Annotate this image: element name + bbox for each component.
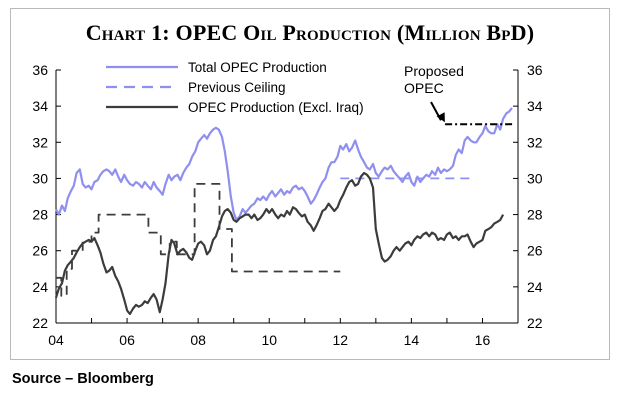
y-tick-label-right: 36	[527, 62, 543, 78]
chart-title: Chart 1: OPEC Oil Production (Million Bp…	[85, 20, 535, 45]
x-tick-label: 14	[404, 332, 420, 348]
annotation-label: Proposed	[404, 63, 464, 79]
legend-label-2: OPEC Production (Excl. Iraq)	[188, 100, 364, 115]
y-tick-label-left: 34	[32, 98, 48, 114]
x-tick-label: 06	[119, 332, 135, 348]
y-tick-label-right: 32	[527, 134, 543, 150]
y-tick-label-left: 24	[32, 279, 48, 295]
y-tick-label-left: 36	[32, 62, 48, 78]
legend-label-0: Total OPEC Production	[188, 60, 327, 75]
y-tick-label-left: 30	[32, 170, 48, 186]
y-tick-label-left: 26	[32, 243, 48, 259]
legend-label-1: Previous Ceiling	[188, 80, 286, 95]
source-note: Source – Bloomberg	[12, 371, 154, 387]
y-tick-label-right: 34	[527, 98, 543, 114]
x-tick-label: 16	[475, 332, 491, 348]
series-line-3	[54, 171, 505, 316]
y-tick-label-right: 30	[527, 170, 543, 186]
y-tick-label-right: 24	[527, 279, 543, 295]
x-tick-label: 12	[333, 332, 349, 348]
x-tick-label: 04	[48, 332, 64, 348]
series-line-0	[55, 107, 513, 222]
line-chart: 22 22 24 24 26 26 28 28 30 30 32 32 34 34 36 36 04 06 08 10…	[32, 60, 543, 348]
y-tick-label-left: 22	[32, 315, 48, 331]
y-tick-label-left: 28	[32, 207, 48, 223]
annotation-arrow-head	[436, 112, 445, 123]
y-tick-label-right: 22	[527, 315, 543, 331]
chart-frame: Chart 1: OPEC Oil Production (Million Bp…	[10, 8, 610, 360]
x-tick-label: 10	[261, 332, 277, 348]
annotation-label: OPEC	[404, 80, 444, 96]
y-tick-label-left: 32	[32, 134, 48, 150]
series-line-2	[56, 183, 341, 297]
x-tick-label: 08	[190, 332, 206, 348]
y-tick-label-right: 26	[527, 243, 543, 259]
y-tick-label-right: 28	[527, 207, 543, 223]
